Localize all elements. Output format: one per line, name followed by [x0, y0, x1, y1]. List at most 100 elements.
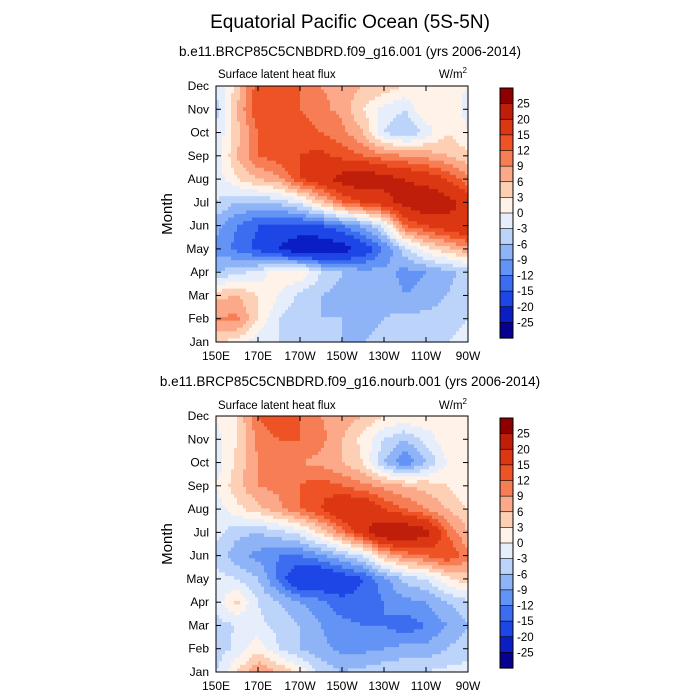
heatmap-cell [339, 203, 343, 208]
heatmap-cell [414, 270, 418, 276]
heatmap-cell [237, 178, 241, 183]
heatmap-cell [288, 96, 292, 101]
heatmap-cell [366, 174, 370, 180]
heatmap-cell [264, 142, 268, 148]
heatmap-cell [267, 249, 271, 254]
heatmap-cell [390, 139, 394, 144]
heatmap-cell [297, 110, 301, 116]
heatmap-cell [435, 96, 439, 101]
heatmap-cell [267, 242, 271, 247]
heatmap-cell [396, 221, 400, 226]
heatmap-cell [267, 278, 271, 283]
heatmap-cell [357, 242, 361, 247]
heatmap-cell [435, 157, 439, 162]
heatmap-cell [240, 292, 244, 297]
heatmap-cell [381, 256, 385, 261]
heatmap-cell [342, 135, 346, 140]
heatmap-cell [444, 228, 448, 233]
heatmap-cell [315, 132, 319, 137]
heatmap-cell [372, 210, 376, 215]
heatmap-cell [339, 228, 343, 233]
heatmap-cell [405, 125, 409, 130]
heatmap-cell [318, 132, 322, 137]
heatmap-cell [234, 142, 238, 148]
heatmap-cell [231, 214, 235, 219]
heatmap-cell [345, 206, 349, 212]
heatmap-cell [456, 86, 460, 91]
heatmap-cell [369, 281, 373, 286]
heatmap-cell [378, 192, 382, 197]
heatmap-cell [426, 139, 430, 144]
heatmap-cell [375, 278, 379, 283]
heatmap-cell [375, 270, 379, 276]
heatmap-cell [231, 246, 235, 251]
heatmap-cell [387, 267, 391, 272]
heatmap-cell [309, 132, 313, 137]
heatmap-cell [291, 221, 295, 226]
heatmap-cell [381, 153, 385, 158]
heatmap-cell [456, 132, 460, 137]
heatmap-cell [450, 210, 454, 215]
heatmap-cell [375, 146, 379, 151]
heatmap-cell [381, 288, 385, 293]
heatmap-cell [309, 103, 313, 108]
heatmap-cell [318, 96, 322, 101]
heatmap-cell [309, 153, 313, 158]
heatmap-cell [459, 238, 463, 244]
heatmap-cell [393, 93, 397, 98]
heatmap-cell [429, 270, 433, 276]
heatmap-cell [231, 96, 235, 101]
heatmap-cell [288, 121, 292, 126]
heatmap-cell [318, 135, 322, 140]
heatmap-cell [324, 199, 328, 204]
heatmap-cell [450, 135, 454, 140]
heatmap-cell [258, 174, 262, 180]
heatmap-cell [441, 150, 445, 155]
heatmap-cell [270, 260, 274, 265]
heatmap-cell [216, 185, 220, 190]
heatmap-cell [225, 210, 229, 215]
heatmap-cell [267, 150, 271, 155]
heatmap-cell [306, 132, 310, 137]
heatmap-cell [435, 192, 439, 197]
heatmap-cell [315, 96, 319, 101]
heatmap-cell [378, 249, 382, 254]
heatmap-cell [345, 86, 349, 91]
heatmap-cell [309, 96, 313, 101]
heatmap-cell [411, 189, 415, 194]
heatmap-cell [225, 100, 229, 105]
heatmap-cell [399, 125, 403, 130]
heatmap-cell [390, 118, 394, 123]
heatmap-cell [399, 121, 403, 126]
heatmap-cell [234, 206, 238, 212]
heatmap-cell [252, 110, 256, 116]
heatmap-cell [369, 203, 373, 208]
heatmap-cell [270, 135, 274, 140]
heatmap-cell [243, 221, 247, 226]
heatmap-cell [426, 192, 430, 197]
heatmap-cell [270, 292, 274, 297]
heatmap-cell [408, 206, 412, 212]
heatmap-cell [438, 263, 442, 268]
heatmap-cell [390, 89, 394, 94]
heatmap-cell [297, 132, 301, 137]
heatmap-cell [465, 96, 469, 101]
heatmap-cell [420, 174, 424, 180]
heatmap-cell [291, 203, 295, 208]
heatmap-cell [351, 153, 355, 158]
heatmap-cell [417, 142, 421, 148]
heatmap-cell [387, 150, 391, 155]
heatmap-cell [432, 238, 436, 244]
heatmap-cell [243, 292, 247, 297]
heatmap-cell [366, 164, 370, 169]
heatmap-cell [438, 171, 442, 176]
heatmap-cell [231, 171, 235, 176]
heatmap-cell [348, 256, 352, 261]
heatmap-cell [363, 210, 367, 215]
heatmap-cell [303, 142, 307, 148]
heatmap-cell [342, 274, 346, 279]
heatmap-cell [402, 135, 406, 140]
heatmap-cell [321, 295, 325, 300]
heatmap-cell [384, 157, 388, 162]
heatmap-cell [426, 128, 430, 133]
